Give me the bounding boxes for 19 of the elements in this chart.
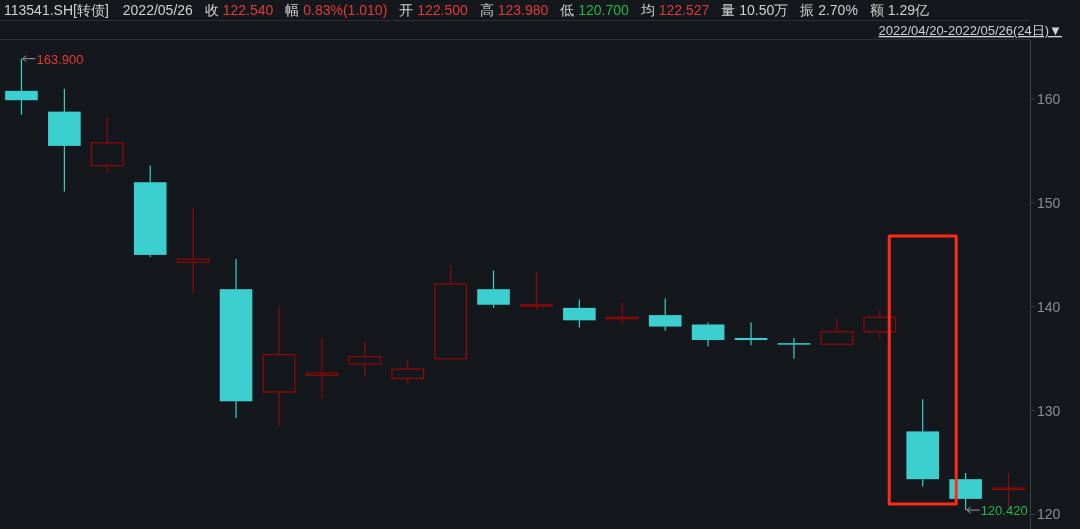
y-tick-label: 130 bbox=[1037, 402, 1061, 419]
text: 均 122.527 bbox=[639, 2, 710, 18]
y-tick-label: 140 bbox=[1037, 298, 1061, 315]
text: 高 123.980 bbox=[479, 2, 549, 18]
y-tick-label: 120 bbox=[1037, 506, 1061, 523]
chart-subtitle: 2022/04/20-2022/05/26(24日)▼ bbox=[878, 23, 1062, 38]
annotation: 163.900 bbox=[36, 51, 84, 67]
y-tick-label: 150 bbox=[1037, 195, 1061, 211]
text: 2022/05/26 bbox=[122, 2, 194, 18]
text: 收 122.540 bbox=[204, 2, 274, 18]
text: 幅 0.83%(1.010) bbox=[285, 2, 388, 18]
y-tick-label: 160 bbox=[1037, 91, 1061, 108]
chart-title: 113541.SH[转债] bbox=[4, 2, 109, 18]
text: 低 120.700 bbox=[560, 2, 630, 18]
text: 开 122.500 bbox=[399, 2, 469, 18]
text: 振 2.70% bbox=[800, 2, 858, 18]
annotation: 120.420 bbox=[980, 503, 1028, 519]
text: 额 1.29亿 bbox=[869, 2, 929, 18]
text: 量 10.50万 bbox=[721, 2, 789, 18]
